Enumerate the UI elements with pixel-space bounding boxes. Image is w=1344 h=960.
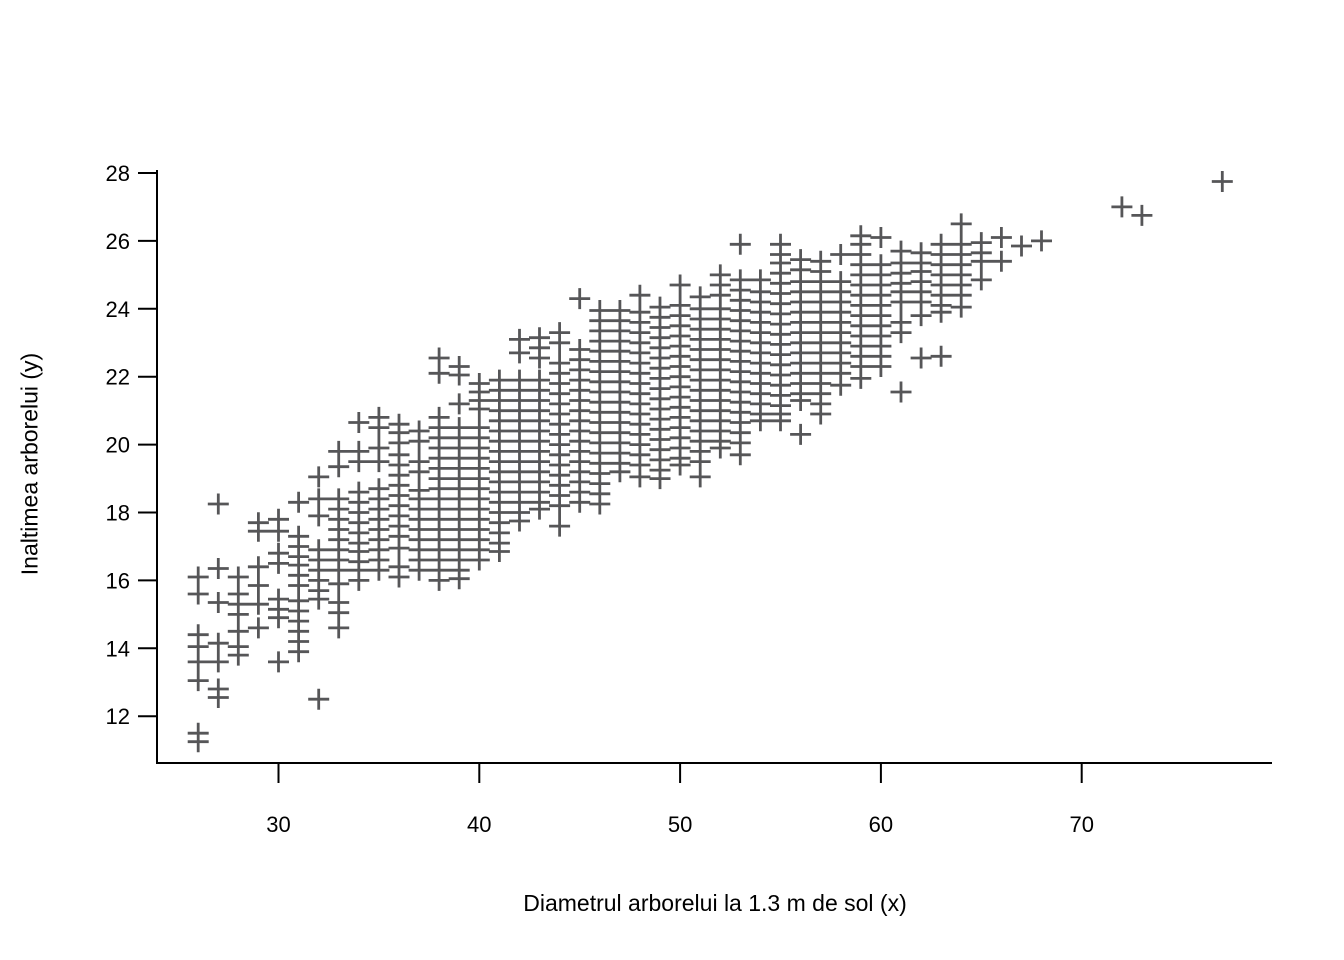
y-axis-tick-label: 12 <box>106 704 130 729</box>
y-axis-tick-label: 20 <box>106 433 130 458</box>
y-axis-tick-label: 24 <box>106 297 130 322</box>
x-axis-title: Diametrul arborelui la 1.3 m de sol (x) <box>523 890 907 916</box>
x-axis-tick-label: 40 <box>467 812 491 837</box>
y-axis-tick-label: 14 <box>106 636 130 661</box>
y-axis-tick-label: 26 <box>106 229 130 254</box>
y-axis-title: Inaltimea arborelui (y) <box>16 352 43 576</box>
y-axis-tick-label: 22 <box>106 365 130 390</box>
axis-lines <box>156 170 1272 764</box>
x-axis-tick-label: 60 <box>869 812 893 837</box>
y-axis-tick-label: 18 <box>106 501 130 526</box>
data-points <box>187 171 1233 753</box>
x-axis-tick-label: 70 <box>1069 812 1093 837</box>
y-axis-tick-label: 28 <box>106 161 130 186</box>
y-axis-tick-label: 16 <box>106 568 130 593</box>
x-axis-tick-label: 30 <box>266 812 290 837</box>
x-axis-tick-label: 50 <box>668 812 692 837</box>
